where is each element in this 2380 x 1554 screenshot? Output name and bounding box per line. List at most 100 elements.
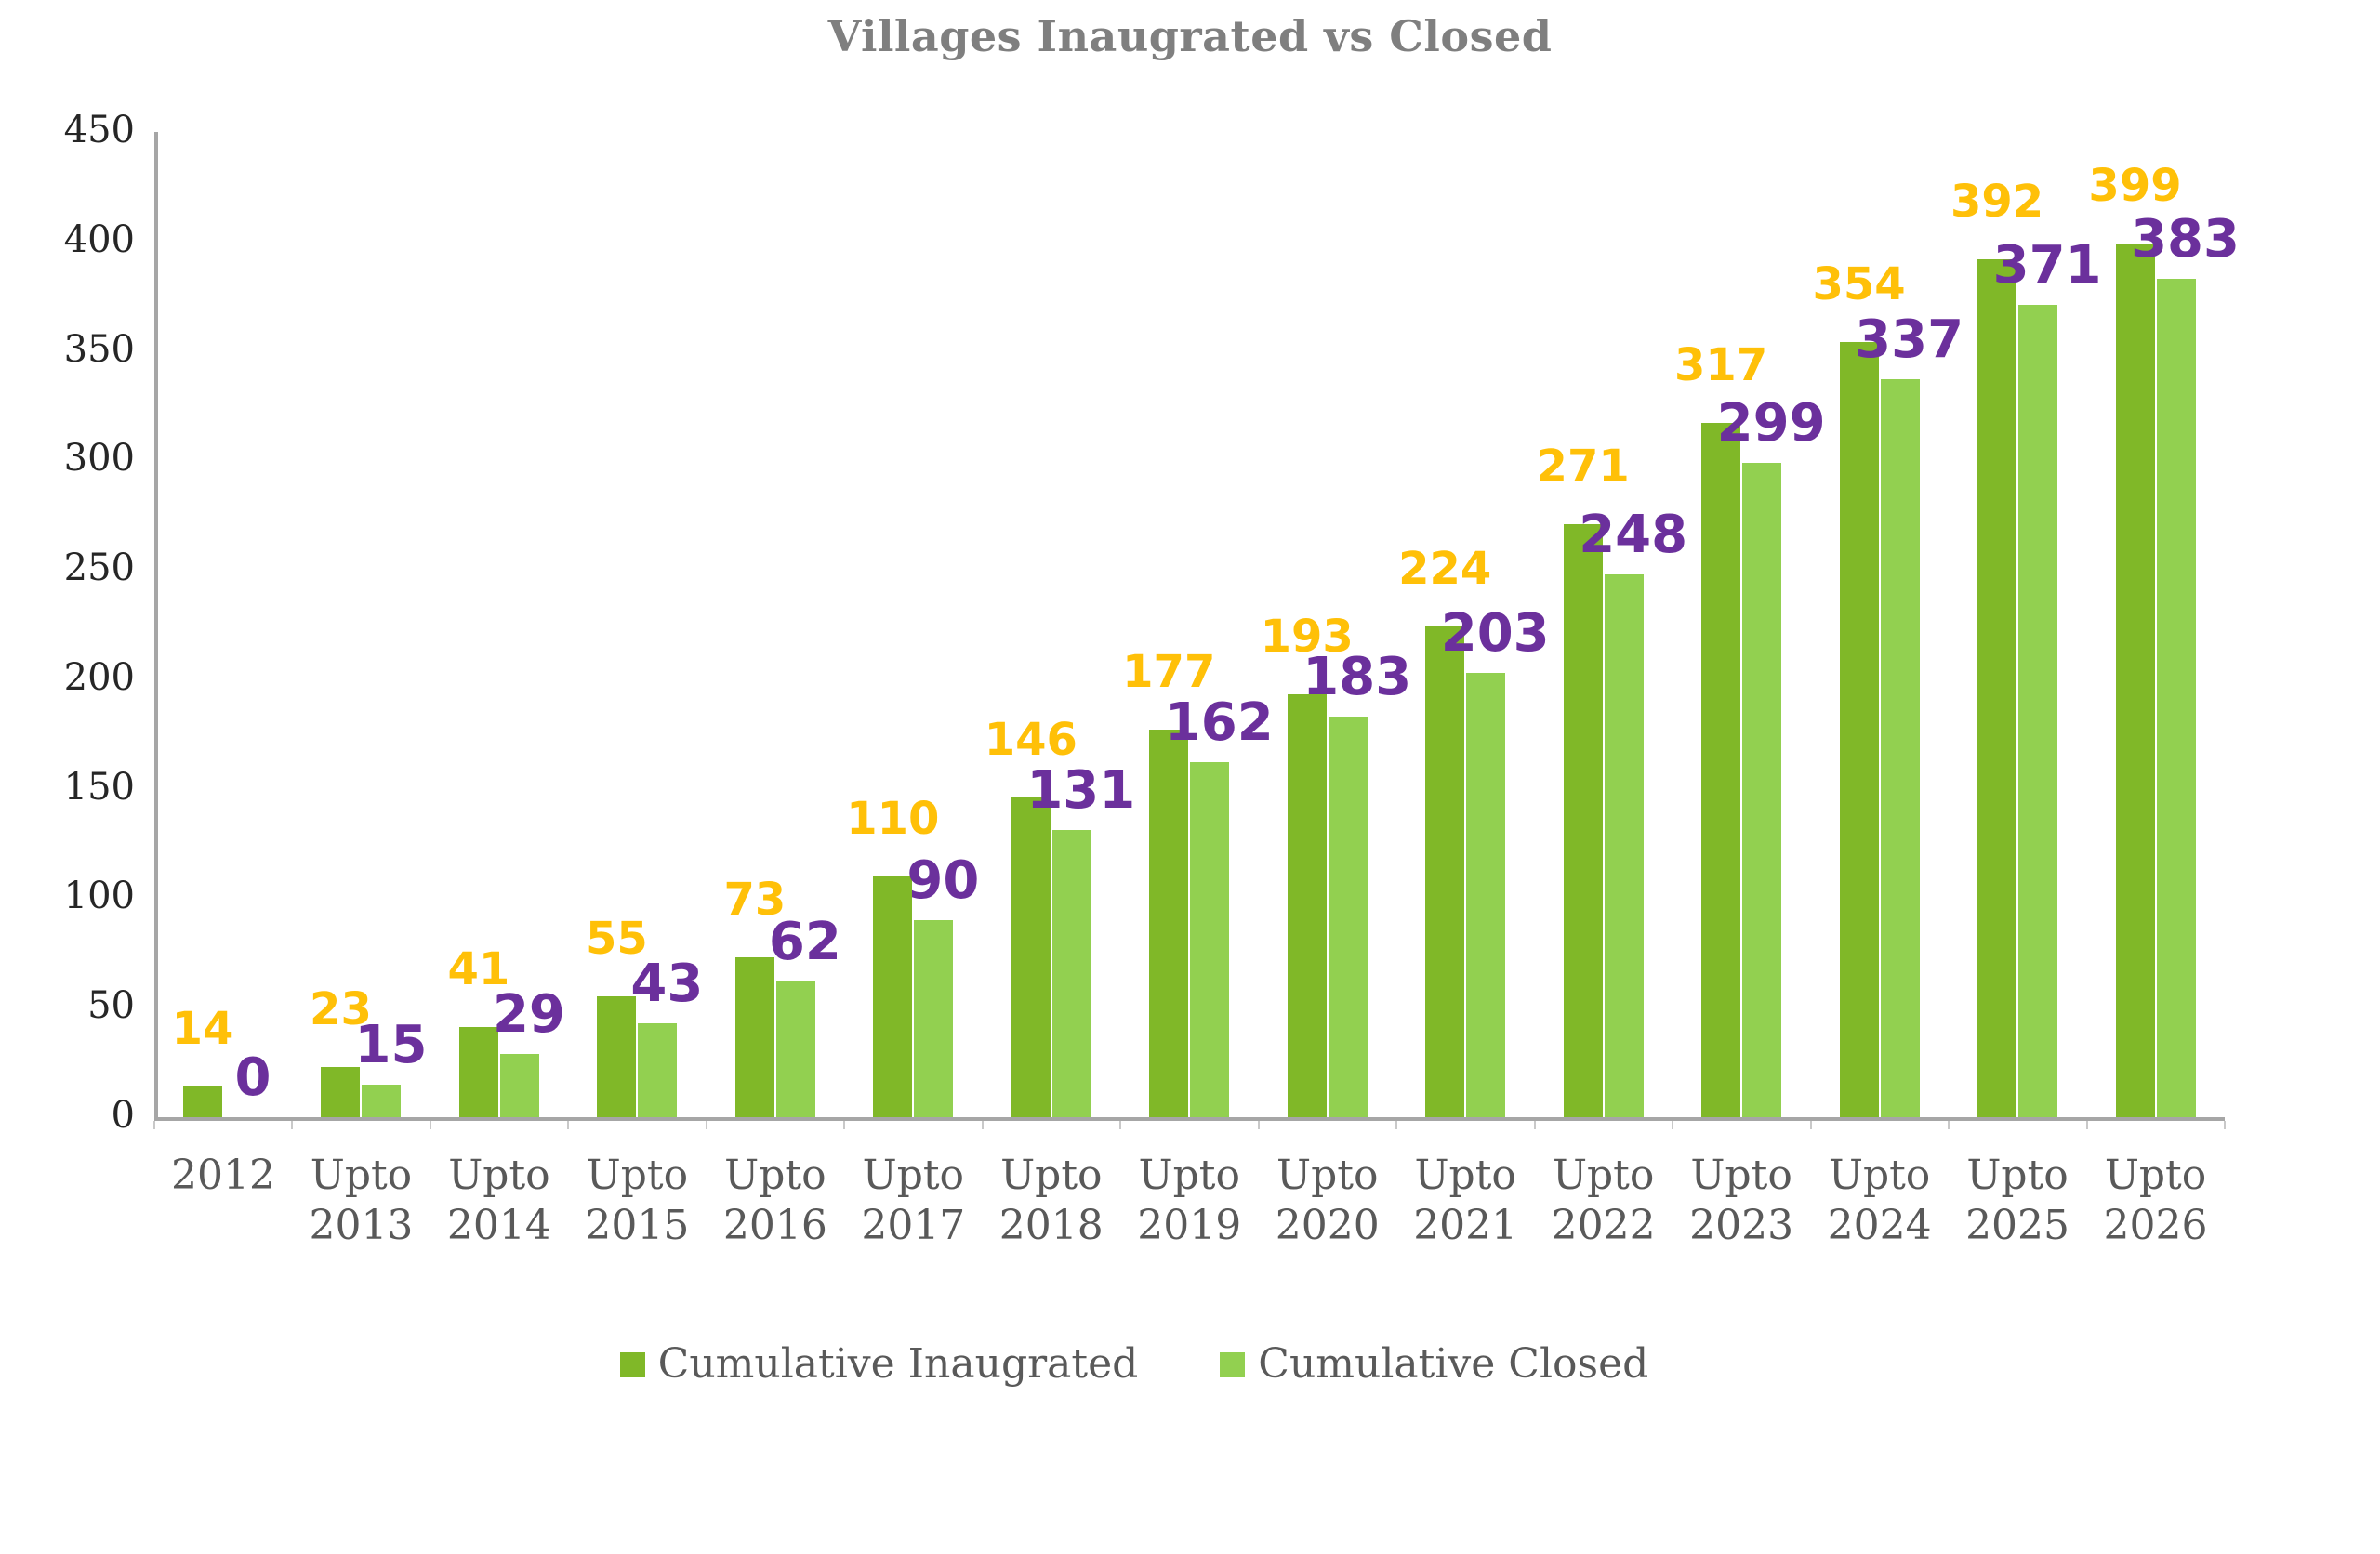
x-tick-mark — [1395, 1121, 1398, 1129]
value-label-inaugurated-upto-2025: 392 — [1950, 176, 2044, 228]
y-tick-label: 150 — [63, 765, 135, 809]
value-label-inaugurated-upto-2022: 271 — [1536, 441, 1630, 493]
x-tick-mark — [153, 1121, 155, 1129]
x-tick-mark — [1672, 1121, 1674, 1129]
bar-inaugurated-upto-2026 — [2115, 244, 2155, 1117]
bar-closed-upto-2013 — [362, 1085, 402, 1117]
bar-closed-upto-2025 — [2018, 305, 2058, 1117]
value-label-closed-upto-2014: 29 — [492, 984, 565, 1045]
x-category-label-upto-2023: Upto 2023 — [1689, 1152, 1794, 1249]
value-label-inaugurated-upto-2019: 177 — [1122, 646, 1216, 698]
x-category-label-upto-2022: Upto 2022 — [1551, 1152, 1656, 1249]
value-label-closed-upto-2018: 131 — [1026, 760, 1136, 821]
bar-inaugurated-upto-2021 — [1425, 626, 1465, 1117]
value-label-inaugurated-upto-2016: 73 — [723, 874, 787, 926]
bar-inaugurated-upto-2020 — [1287, 694, 1327, 1117]
value-label-inaugurated-upto-2020: 193 — [1260, 611, 1354, 663]
y-tick-label: 450 — [63, 109, 135, 151]
x-category-label-upto-2015: Upto 2015 — [585, 1152, 690, 1249]
y-tick-label: 250 — [63, 547, 135, 590]
x-tick-mark — [981, 1121, 984, 1129]
value-label-inaugurated-upto-2021: 224 — [1398, 543, 1492, 595]
x-tick-mark — [429, 1121, 431, 1129]
legend: Cumulative Inaugrated Cumulative Closed — [0, 1339, 2380, 1389]
y-tick-label: 300 — [63, 437, 135, 481]
y-tick-label: 200 — [63, 655, 135, 699]
bar-closed-upto-2020 — [1328, 717, 1368, 1117]
bar-inaugurated-2012 — [183, 1086, 222, 1117]
x-axis-line — [154, 1117, 2225, 1121]
value-label-closed-upto-2021: 203 — [1440, 603, 1550, 664]
bar-closed-upto-2015 — [638, 1023, 678, 1117]
bar-closed-upto-2023 — [1742, 463, 1782, 1117]
bar-closed-upto-2014 — [499, 1054, 539, 1117]
x-category-label-upto-2017: Upto 2017 — [861, 1152, 966, 1249]
legend-swatch-closed — [1220, 1351, 1246, 1377]
x-tick-mark — [1948, 1121, 1950, 1129]
bar-closed-upto-2021 — [1466, 673, 1506, 1117]
x-tick-mark — [567, 1121, 570, 1129]
legend-label-closed: Cumulative Closed — [1258, 1340, 1649, 1388]
bar-closed-upto-2017 — [914, 920, 954, 1117]
x-category-label-upto-2014: Upto 2014 — [446, 1152, 551, 1249]
value-label-closed-upto-2022: 248 — [1579, 505, 1688, 565]
bar-closed-upto-2024 — [1880, 379, 1920, 1117]
bar-closed-upto-2019 — [1190, 762, 1230, 1117]
value-label-closed-upto-2024: 337 — [1855, 309, 1964, 370]
value-label-closed-upto-2015: 43 — [630, 954, 704, 1014]
legend-swatch-inaugurated — [619, 1351, 645, 1377]
value-label-inaugurated-upto-2014: 41 — [447, 943, 510, 995]
x-category-label-upto-2020: Upto 2020 — [1275, 1152, 1380, 1249]
value-label-closed-upto-2020: 183 — [1302, 647, 1412, 707]
x-tick-mark — [2085, 1121, 2088, 1129]
y-tick-label: 50 — [87, 984, 135, 1028]
x-category-label-upto-2026: Upto 2026 — [2103, 1152, 2208, 1249]
bar-inaugurated-upto-2019 — [1149, 730, 1189, 1117]
bar-inaugurated-upto-2022 — [1563, 524, 1603, 1117]
y-tick-label: 100 — [63, 875, 135, 918]
value-label-closed-upto-2019: 162 — [1164, 692, 1274, 753]
x-category-label-upto-2013: Upto 2013 — [309, 1152, 414, 1249]
value-label-inaugurated-upto-2018: 146 — [984, 714, 1078, 766]
legend-label-inaugurated: Cumulative Inaugrated — [657, 1340, 1139, 1388]
y-axis-line — [154, 132, 158, 1121]
bar-inaugurated-upto-2015 — [597, 996, 637, 1117]
x-tick-mark — [705, 1121, 707, 1129]
x-category-label-upto-2025: Upto 2025 — [1965, 1152, 2070, 1249]
y-tick-label: 0 — [111, 1094, 135, 1137]
bar-closed-upto-2016 — [775, 981, 815, 1117]
x-category-label-upto-2018: Upto 2018 — [998, 1152, 1104, 1249]
legend-item-inaugurated: Cumulative Inaugrated — [619, 1339, 1139, 1389]
x-tick-mark — [1533, 1121, 1536, 1129]
x-category-label-upto-2024: Upto 2024 — [1827, 1152, 1932, 1249]
bar-closed-upto-2022 — [1604, 574, 1644, 1117]
x-tick-mark — [2224, 1121, 2226, 1129]
bar-inaugurated-upto-2017 — [873, 876, 913, 1117]
chart-title: Villages Inaugrated vs Closed — [827, 11, 1553, 61]
bar-closed-upto-2018 — [1051, 830, 1091, 1117]
value-label-inaugurated-upto-2023: 317 — [1674, 339, 1768, 391]
value-label-closed-upto-2013: 15 — [354, 1015, 428, 1075]
value-label-closed-upto-2023: 299 — [1716, 393, 1826, 454]
bar-inaugurated-upto-2013 — [321, 1067, 361, 1117]
value-label-inaugurated-upto-2024: 354 — [1812, 258, 1906, 310]
bar-inaugurated-upto-2018 — [1011, 797, 1051, 1117]
x-tick-mark — [843, 1121, 846, 1129]
bar-inaugurated-upto-2016 — [734, 957, 774, 1117]
x-tick-mark — [1257, 1121, 1260, 1129]
value-label-inaugurated-upto-2026: 399 — [2088, 160, 2182, 212]
legend-item-closed: Cumulative Closed — [1220, 1339, 1648, 1389]
bar-inaugurated-upto-2014 — [458, 1027, 498, 1117]
value-label-inaugurated-upto-2013: 23 — [310, 983, 372, 1035]
value-label-closed-upto-2016: 62 — [768, 912, 841, 972]
x-category-label-upto-2019: Upto 2019 — [1137, 1152, 1242, 1249]
x-tick-mark — [1119, 1121, 1122, 1129]
value-label-closed-2012: 0 — [234, 1047, 271, 1108]
value-label-inaugurated-upto-2015: 55 — [585, 913, 648, 965]
y-tick-label: 400 — [63, 217, 135, 261]
x-category-label-upto-2021: Upto 2021 — [1413, 1152, 1518, 1249]
value-label-closed-upto-2017: 90 — [906, 850, 980, 911]
x-category-label-upto-2016: Upto 2016 — [722, 1152, 827, 1249]
value-label-inaugurated-2012: 14 — [171, 1003, 234, 1055]
